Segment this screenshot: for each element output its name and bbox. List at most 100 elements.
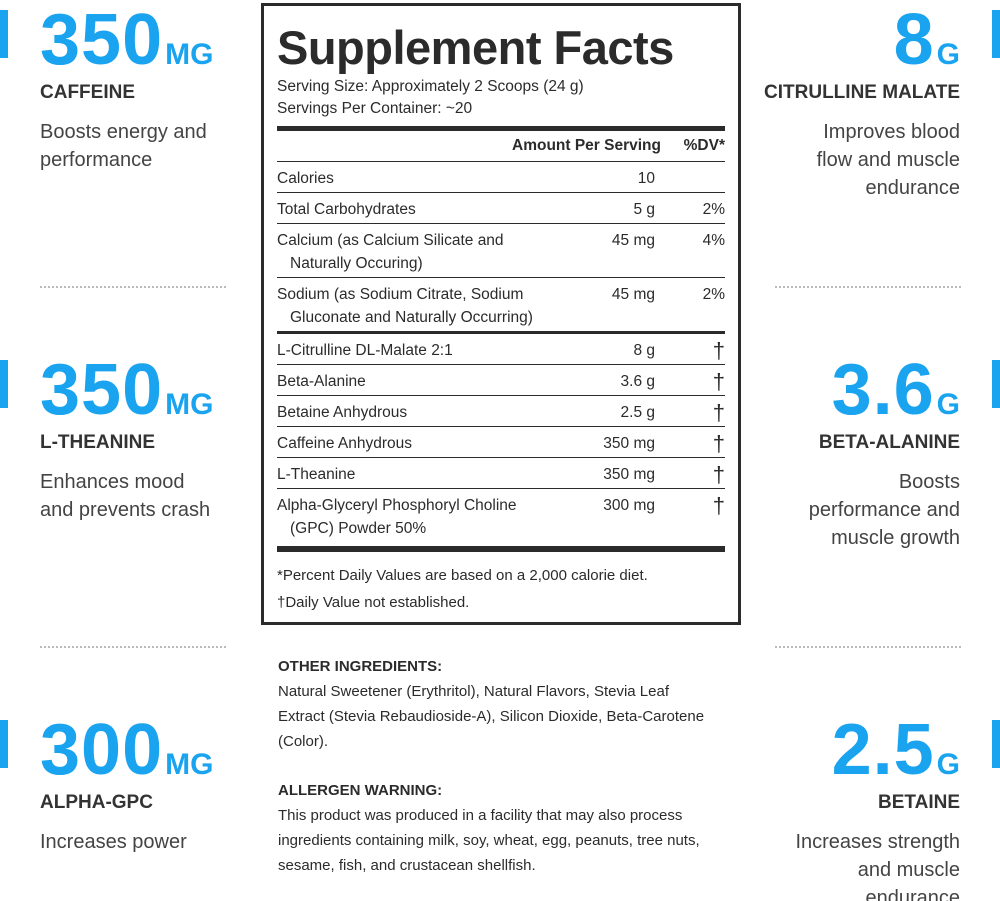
footnotes: *Percent Daily Values are based on a 2,0… xyxy=(277,552,725,616)
facts-row: L-Theanine 350 mg † xyxy=(277,457,725,488)
feature-unit: MG xyxy=(165,748,214,781)
feature: 3.6G BETA-ALANINE Boosts performance and m… xyxy=(730,354,960,552)
accent-bar xyxy=(0,10,8,58)
footnote: *Percent Daily Values are based on a 2,0… xyxy=(277,567,648,584)
rule xyxy=(277,126,725,131)
feature: 300MG ALPHA-GPC Increases power xyxy=(40,714,240,856)
nutrient-amount: 45 mg xyxy=(611,286,655,303)
divider xyxy=(775,646,961,648)
feature-name: BETA-ALANINE xyxy=(818,432,960,453)
nutrient-dv: † xyxy=(712,400,725,425)
nutrient-amount: 350 mg xyxy=(603,466,655,483)
feature-amount: 350 xyxy=(40,0,164,80)
feature-amount-line: 300MG xyxy=(40,714,240,786)
facts-row: Calories 10 xyxy=(277,161,725,192)
feature-description: Boosts energy and performance xyxy=(40,121,207,171)
nutrient-dv: 4% xyxy=(702,232,725,249)
divider xyxy=(40,286,226,288)
nutrient-amount: 5 g xyxy=(633,201,655,218)
feature-description: Increases strength and muscle endurance xyxy=(795,831,960,901)
nutrient-amount: 2.5 g xyxy=(620,404,655,421)
feature: 350MG L-THEANINE Enhances mood and prevent… xyxy=(40,354,240,524)
feature-name: ALPHA-GPC xyxy=(40,792,153,813)
facts-row: Beta-Alanine 3.6 g † xyxy=(277,364,725,395)
accent-bar xyxy=(992,720,1000,768)
feature-description: Improves blood flow and muscle endurance xyxy=(816,121,960,199)
rule xyxy=(277,546,725,552)
nutrient-name: Beta-Alanine xyxy=(277,373,366,390)
nutrient-dv: † xyxy=(712,431,725,456)
accent-bar xyxy=(0,360,8,408)
feature-amount: 3.6 xyxy=(831,350,935,430)
facts-row: Calcium (as Calcium Silicate and Natural… xyxy=(277,223,725,277)
feature-amount-line: 350MG xyxy=(40,354,240,426)
accent-bar xyxy=(0,720,8,768)
facts-row: Betaine Anhydrous 2.5 g † xyxy=(277,395,725,426)
feature-description: Enhances mood and prevents crash xyxy=(40,471,211,521)
nutrient-amount: 45 mg xyxy=(611,232,655,249)
feature-unit: G xyxy=(936,748,960,781)
nutrient-name: Caffeine Anhydrous xyxy=(277,435,413,452)
feature-amount: 2.5 xyxy=(831,710,935,790)
facts-row: Sodium (as Sodium Citrate, Sodium Glucon… xyxy=(277,277,725,331)
feature-description: Increases power xyxy=(40,831,187,853)
feature-name: L-THEANINE xyxy=(40,432,156,453)
nutrient-amount: 350 mg xyxy=(603,435,655,452)
accent-bar xyxy=(992,360,1000,408)
feature-amount-line: 8G xyxy=(730,4,960,76)
feature-name: BETAINE xyxy=(878,792,960,813)
feature-unit: MG xyxy=(165,388,214,421)
facts-row: Caffeine Anhydrous 350 mg † xyxy=(277,426,725,457)
nutrient-dv: † xyxy=(712,462,725,487)
feature-unit: G xyxy=(936,38,960,71)
nutrient-name: Total Carbohydrates xyxy=(277,201,416,218)
feature: 2.5G BETAINE Increases strength and muscle… xyxy=(730,714,960,901)
nutrient-amount: 8 g xyxy=(633,342,655,359)
nutrient-dv: † xyxy=(712,369,725,394)
divider xyxy=(40,646,226,648)
facts-rows: Calories 10 Total Carbohydrates 5 g 2% Calciu… xyxy=(277,161,725,542)
nutrient-name: L-Citrulline DL-Malate 2:1 xyxy=(277,342,453,359)
nutrient-name: Sodium (as Sodium Citrate, Sodium Glucon… xyxy=(277,286,533,326)
nutrient-dv xyxy=(683,167,725,190)
nutrient-dv: 2% xyxy=(702,201,725,218)
allergen-text: This product was produced in a facility … xyxy=(278,807,700,874)
feature-amount-line: 350MG xyxy=(40,4,240,76)
nutrient-name: Alpha-Glyceryl Phosphoryl Choline (GPC) … xyxy=(277,497,517,537)
nutrient-dv: 2% xyxy=(702,286,725,303)
nutrient-name: Betaine Anhydrous xyxy=(277,404,408,421)
feature-amount-line: 2.5G xyxy=(730,714,960,786)
feature-unit: MG xyxy=(165,38,214,71)
feature-amount: 300 xyxy=(40,710,164,790)
allergen-heading: ALLERGEN WARNING: xyxy=(278,782,443,799)
table-header: Amount Per Serving %DV* xyxy=(277,131,725,161)
header-dv: %DV* xyxy=(683,137,725,154)
header-amount: Amount Per Serving xyxy=(512,137,661,154)
facts-row: Total Carbohydrates 5 g 2% xyxy=(277,192,725,223)
supplement-facts: Supplement Facts Serving Size: Approxima… xyxy=(261,3,741,625)
feature-amount-line: 3.6G xyxy=(730,354,960,426)
accent-bar xyxy=(992,10,1000,58)
nutrient-name: L-Theanine xyxy=(277,466,356,483)
servings-per-container: Servings Per Container: ~20 xyxy=(277,100,473,117)
nutrient-amount: 3.6 g xyxy=(620,373,655,390)
feature-unit: G xyxy=(936,388,960,421)
feature-amount: 350 xyxy=(40,350,164,430)
nutrient-dv: † xyxy=(712,493,725,518)
facts-row: Alpha-Glyceryl Phosphoryl Choline (GPC) … xyxy=(277,488,725,542)
serving-size: Serving Size: Approximately 2 Scoops (24… xyxy=(277,78,584,95)
ingredients: OTHER INGREDIENTS: Natural Sweetener (Er… xyxy=(278,654,718,878)
other-heading: OTHER INGREDIENTS: xyxy=(278,658,443,675)
feature-amount: 8 xyxy=(893,0,935,80)
feature-name: CITRULLINE MALATE xyxy=(764,82,960,103)
nutrient-amount: 300 mg xyxy=(603,497,655,514)
footnote: †Daily Value not established. xyxy=(277,594,470,611)
feature: 8G CITRULLINE MALATE Improves blood flow a… xyxy=(730,4,960,202)
nutrient-dv: † xyxy=(712,338,725,363)
nutrient-name: Calories xyxy=(277,170,334,187)
feature-description: Boosts performance and muscle growth xyxy=(808,471,960,549)
nutrient-name: Calcium (as Calcium Silicate and Natural… xyxy=(277,232,504,272)
feature-name: CAFFEINE xyxy=(40,82,135,103)
feature: 350MG CAFFEINE Boosts energy and performan… xyxy=(40,4,240,174)
